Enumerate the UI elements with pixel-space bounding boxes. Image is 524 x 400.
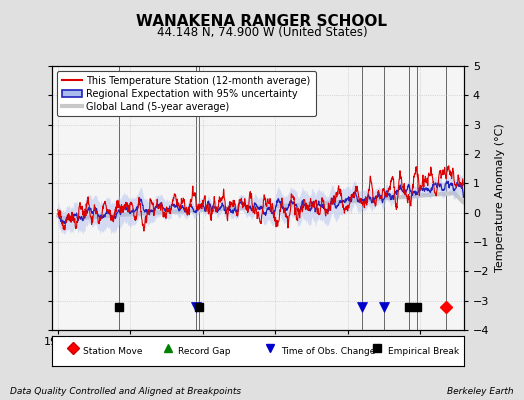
Text: Berkeley Earth: Berkeley Earth (447, 387, 514, 396)
Legend: This Temperature Station (12-month average), Regional Expectation with 95% uncer: This Temperature Station (12-month avera… (57, 71, 315, 116)
Text: 44.148 N, 74.900 W (United States): 44.148 N, 74.900 W (United States) (157, 26, 367, 39)
Text: Empirical Break: Empirical Break (388, 346, 459, 356)
Text: Record Gap: Record Gap (178, 346, 231, 356)
Y-axis label: Temperature Anomaly (°C): Temperature Anomaly (°C) (495, 124, 505, 272)
Text: WANAKENA RANGER SCHOOL: WANAKENA RANGER SCHOOL (136, 14, 388, 29)
Text: Station Move: Station Move (83, 346, 143, 356)
Text: Data Quality Controlled and Aligned at Breakpoints: Data Quality Controlled and Aligned at B… (10, 387, 242, 396)
Text: Time of Obs. Change: Time of Obs. Change (281, 346, 375, 356)
